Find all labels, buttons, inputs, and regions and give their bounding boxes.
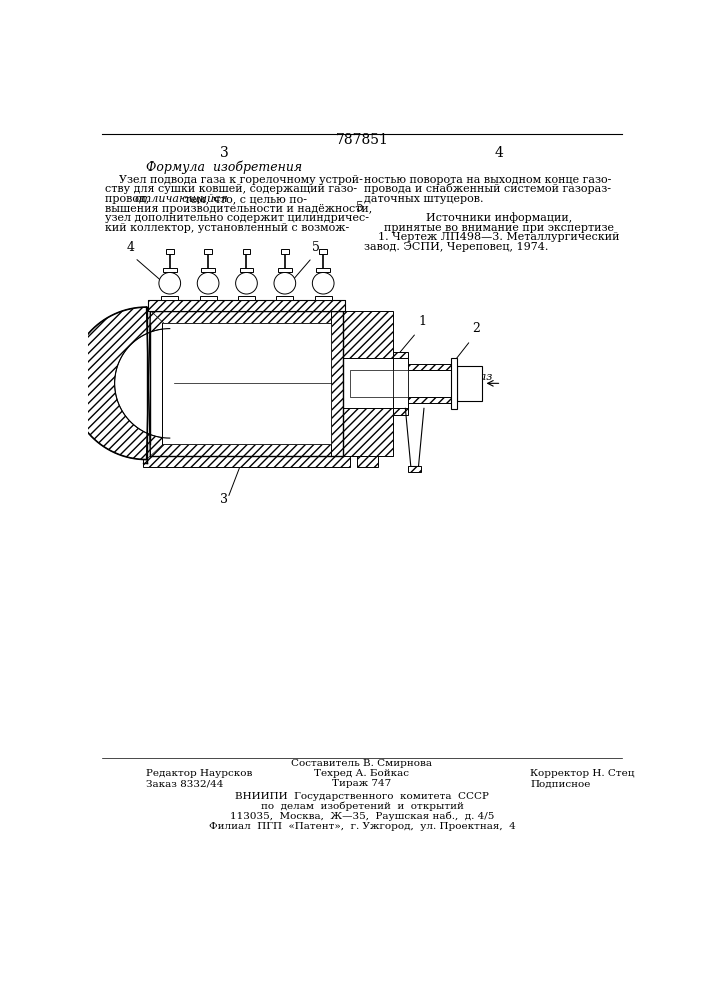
Bar: [148, 300, 345, 311]
Circle shape: [197, 272, 219, 294]
Circle shape: [312, 272, 334, 294]
Text: 1: 1: [419, 315, 426, 328]
Text: 5: 5: [356, 201, 363, 214]
Bar: [457, 366, 482, 401]
Bar: [315, 296, 332, 300]
Text: даточных штуцеров.: даточных штуцеров.: [364, 194, 484, 204]
Circle shape: [159, 272, 180, 294]
Bar: [343, 358, 393, 408]
Bar: [409, 466, 421, 472]
Bar: [143, 456, 351, 466]
Bar: [320, 249, 327, 254]
Text: Редактор Наурсков: Редактор Наурсков: [146, 769, 253, 778]
Text: Техред А. Бойкас: Техред А. Бойкас: [315, 769, 409, 778]
Text: ностью поворота на выходном конце газо-: ностью поворота на выходном конце газо-: [364, 175, 612, 185]
Bar: [199, 296, 216, 300]
Bar: [351, 370, 393, 397]
Text: 113035,  Москва,  Ж—35,  Раушская наб.,  д. 4/5: 113035, Москва, Ж—35, Раушская наб., д. …: [230, 811, 494, 821]
Text: 5: 5: [312, 241, 320, 254]
Bar: [151, 311, 343, 323]
Bar: [201, 268, 215, 272]
Text: 1. Чертеж ЛП498—3. Металлургический: 1. Чертеж ЛП498—3. Металлургический: [364, 232, 620, 242]
Text: 3: 3: [220, 146, 228, 160]
Bar: [393, 352, 409, 415]
Bar: [240, 268, 253, 272]
Text: кий коллектор, установленный с возмож-: кий коллектор, установленный с возмож-: [105, 223, 350, 233]
Bar: [409, 370, 451, 397]
Bar: [166, 249, 174, 254]
Text: Заказ 8332/44: Заказ 8332/44: [146, 779, 224, 788]
Bar: [331, 311, 343, 456]
Text: принятые во внимание при экспертизе: принятые во внимание при экспертизе: [384, 223, 614, 233]
Text: ству для сушки ковшей, содержащий газо-: ству для сушки ковшей, содержащий газо-: [105, 184, 358, 194]
Text: Корректор Н. Стец: Корректор Н. Стец: [530, 769, 635, 778]
Bar: [356, 456, 378, 467]
Text: 2: 2: [472, 322, 480, 335]
Text: Составитель В. Смирнова: Составитель В. Смирнова: [291, 759, 433, 768]
Bar: [343, 311, 393, 456]
Text: узел дополнительно содержит цилиндричес-: узел дополнительно содержит цилиндричес-: [105, 213, 370, 223]
Bar: [148, 300, 345, 311]
Text: 3: 3: [220, 493, 228, 506]
Text: 4: 4: [127, 241, 135, 254]
Bar: [409, 397, 455, 403]
Text: 4: 4: [495, 146, 503, 160]
Bar: [163, 268, 177, 272]
Text: Тираж 747: Тираж 747: [332, 779, 392, 788]
Text: ВНИИПИ  Государственного  комитета  СССР: ВНИИПИ Государственного комитета СССР: [235, 792, 489, 801]
Circle shape: [274, 272, 296, 294]
Bar: [238, 296, 255, 300]
Text: Источники информации,: Источники информации,: [426, 212, 572, 223]
Bar: [393, 370, 409, 397]
Text: по  делам  изобретений  и  открытий: по делам изобретений и открытий: [260, 801, 463, 811]
Text: завод. ЭСПИ, Череповец, 1974.: завод. ЭСПИ, Череповец, 1974.: [364, 242, 549, 252]
Text: вышения производительности и надёжности,: вышения производительности и надёжности,: [105, 204, 373, 214]
Circle shape: [235, 272, 257, 294]
Bar: [281, 249, 288, 254]
Text: отличающийся: отличающийся: [134, 194, 228, 204]
Text: Филиал  ПГП  «Патент»,  г. Ужгород,  ул. Проектная,  4: Филиал ПГП «Патент», г. Ужгород, ул. Про…: [209, 822, 515, 831]
Bar: [243, 249, 250, 254]
Bar: [409, 364, 455, 370]
Text: 787851: 787851: [336, 133, 388, 147]
Text: провод,: провод,: [105, 194, 153, 204]
Bar: [451, 358, 457, 409]
Bar: [276, 296, 293, 300]
Text: тем, что, с целью по-: тем, что, с целью по-: [180, 194, 307, 204]
Bar: [204, 249, 212, 254]
Bar: [162, 323, 331, 444]
Polygon shape: [70, 307, 170, 460]
Bar: [151, 444, 343, 456]
Bar: [393, 358, 409, 408]
Bar: [278, 268, 292, 272]
Text: Формула  изобретения: Формула изобретения: [146, 160, 302, 174]
Text: Подписное: Подписное: [530, 779, 590, 788]
Text: газ: газ: [474, 372, 492, 382]
Bar: [161, 296, 178, 300]
Text: Узел подвода газа к горелочному устрой-: Узел подвода газа к горелочному устрой-: [105, 175, 363, 185]
Text: провода и снабженный системой газораз-: провода и снабженный системой газораз-: [364, 183, 612, 194]
Bar: [316, 268, 330, 272]
